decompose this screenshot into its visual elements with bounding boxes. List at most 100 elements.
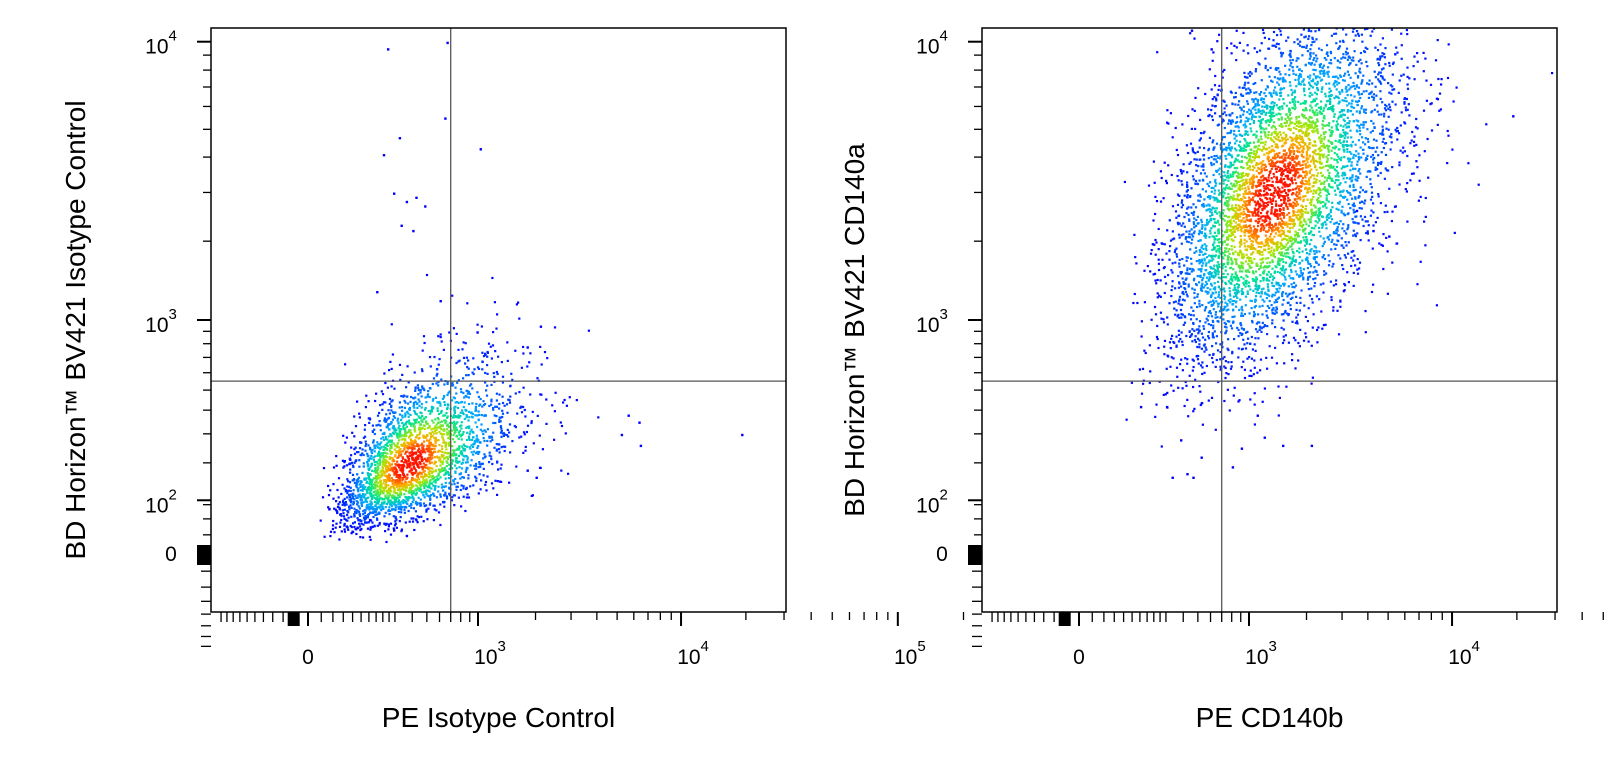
data-point xyxy=(381,403,384,406)
data-point xyxy=(343,522,346,525)
data-point xyxy=(426,395,429,398)
data-point xyxy=(495,370,498,374)
data-point xyxy=(399,505,402,509)
data-point xyxy=(1171,271,1174,274)
data-point xyxy=(1359,96,1362,100)
data-point xyxy=(337,477,341,480)
data-point xyxy=(1243,71,1246,74)
data-point xyxy=(1360,82,1363,85)
data-point xyxy=(423,481,427,484)
data-point xyxy=(462,377,465,380)
data-point xyxy=(470,415,474,418)
data-point xyxy=(1190,270,1193,273)
data-point xyxy=(387,484,390,487)
data-point xyxy=(1198,329,1201,332)
data-point xyxy=(1188,218,1191,221)
data-point xyxy=(1308,57,1311,60)
data-point xyxy=(1366,28,1369,30)
data-point xyxy=(443,473,446,476)
data-point xyxy=(442,414,445,417)
data-point xyxy=(399,378,402,381)
data-point xyxy=(540,363,543,366)
data-point xyxy=(1170,173,1173,177)
data-point xyxy=(396,419,399,422)
data-point xyxy=(1225,104,1228,107)
data-point xyxy=(1227,308,1230,311)
data-point xyxy=(397,463,400,466)
data-point xyxy=(423,496,426,499)
data-point xyxy=(1322,64,1325,67)
data-point xyxy=(362,453,365,457)
data-point xyxy=(362,510,365,513)
data-point xyxy=(419,498,422,501)
data-point xyxy=(1199,403,1202,407)
data-point xyxy=(402,472,405,475)
data-point xyxy=(378,523,381,526)
data-point xyxy=(403,423,406,426)
data-point xyxy=(1254,97,1257,100)
data-point xyxy=(1291,353,1294,356)
data-point xyxy=(1173,250,1176,254)
data-point xyxy=(453,408,456,411)
data-point xyxy=(415,489,418,492)
data-point xyxy=(1241,314,1245,317)
data-point xyxy=(1303,36,1306,39)
data-point xyxy=(455,485,458,488)
data-point xyxy=(360,522,363,525)
data-point xyxy=(1184,282,1187,285)
data-point xyxy=(1347,83,1350,87)
data-point xyxy=(1386,250,1389,253)
data-point xyxy=(397,505,400,508)
data-point xyxy=(414,400,417,403)
data-point xyxy=(1206,319,1209,322)
data-point xyxy=(369,500,372,503)
data-point xyxy=(385,420,388,423)
data-point xyxy=(1287,7,1289,9)
data-point xyxy=(1346,2,1348,4)
data-point xyxy=(1321,66,1324,69)
data-point xyxy=(1416,60,1419,63)
data-point xyxy=(390,367,393,370)
data-point xyxy=(1404,106,1407,109)
data-point xyxy=(1364,143,1367,146)
data-point xyxy=(1223,100,1226,103)
data-point xyxy=(1273,312,1277,315)
data-point xyxy=(495,448,498,451)
data-point xyxy=(460,445,464,448)
data-point xyxy=(369,473,372,476)
data-point xyxy=(366,465,369,468)
data-point xyxy=(371,521,374,524)
data-point xyxy=(1177,340,1181,343)
data-point xyxy=(395,496,398,499)
data-point xyxy=(1192,151,1195,154)
data-point xyxy=(390,323,393,326)
data-point xyxy=(1299,266,1302,270)
data-point xyxy=(1254,103,1257,106)
data-point xyxy=(368,486,371,489)
data-point xyxy=(499,467,502,470)
data-point xyxy=(423,490,426,493)
data-point xyxy=(1240,312,1243,315)
data-point xyxy=(524,445,527,448)
data-point xyxy=(455,448,458,451)
data-point xyxy=(1317,326,1320,329)
data-point xyxy=(1166,316,1169,319)
data-point xyxy=(421,480,424,484)
data-point xyxy=(1298,345,1301,348)
data-point xyxy=(1190,187,1193,190)
data-point xyxy=(1201,336,1205,339)
data-point xyxy=(1408,114,1411,117)
data-point xyxy=(1313,63,1316,66)
data-point xyxy=(445,465,448,468)
data-point xyxy=(375,498,378,501)
data-point xyxy=(1206,290,1209,293)
data-point xyxy=(1227,122,1230,125)
data-point xyxy=(1230,42,1233,45)
data-point xyxy=(1191,328,1194,331)
data-point xyxy=(498,480,501,483)
data-point xyxy=(370,464,373,467)
data-point xyxy=(1311,37,1314,41)
data-point xyxy=(1193,37,1196,40)
data-point xyxy=(1354,22,1356,24)
data-point xyxy=(1190,233,1193,236)
